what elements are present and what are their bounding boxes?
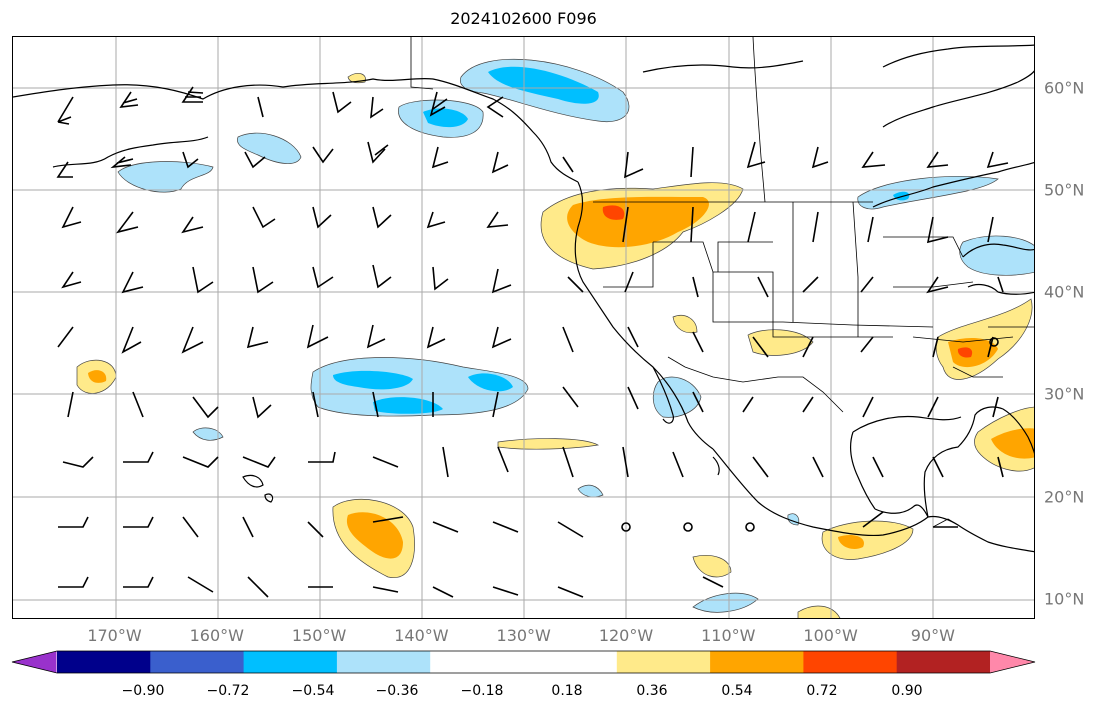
longitude-label: 170°W [87,626,142,645]
calm-markers [621,337,999,532]
colorbar-outline [11,650,1036,674]
negative-anomaly-great-lakes [959,235,1034,276]
longitude-label: 110°W [701,626,756,645]
colorbar [11,650,1036,674]
colorbar-tick-label: −0.72 [206,683,250,699]
colorbar-segment [57,651,151,673]
latitude-label: 40°N [1044,282,1085,302]
shaded-anomalies [76,58,1034,618]
longitude-label: 130°W [496,626,551,645]
longitude-label: 140°W [394,626,449,645]
colorbar-tick-label: 0.72 [806,683,838,699]
borders [410,37,1034,528]
negative-anomaly-hudson [857,176,999,210]
map-panel [12,36,1035,619]
graticule [13,37,1034,618]
longitude-label: 100°W [803,626,858,645]
latitude-label: 30°N [1044,384,1085,404]
colorbar-tick-label: −0.36 [375,683,419,699]
colorbar-segment [523,651,618,673]
positive-anomaly-southeast-us [935,298,1033,380]
negative-anomaly-bering [237,132,302,164]
longitude-label: 120°W [598,626,654,645]
colorbar-segment [243,651,338,673]
map-title: 2024102600 F096 [450,9,597,28]
longitude-label: 160°W [189,626,244,645]
colorbar-segment [336,651,431,673]
latitude-label: 60°N [1044,78,1085,97]
colorbar-tick-label: −0.18 [460,683,504,699]
positive-anomaly-mexico [821,520,914,560]
colorbar-segment [803,651,898,673]
latitude-label: 50°N [1044,180,1085,200]
colorbar-segment [430,651,524,673]
wind-barbs [56,86,1009,598]
map-canvas [13,37,1034,618]
colorbar-tick-label: 0.36 [636,683,668,699]
coastlines [13,44,1034,553]
latitude-label: 10°N [1044,589,1085,609]
colorbar-extend-high [990,651,1035,673]
longitude-label: 150°W [291,626,347,645]
longitude-label: 90°W [910,626,955,645]
latitude-label: 20°N [1044,487,1085,507]
colorbar-segment [616,651,711,673]
colorbar-tick-label: 0.54 [721,683,753,699]
colorbar-tick-label: −0.54 [291,683,335,699]
negative-anomaly-aleutian [117,161,214,193]
colorbar-segment [150,651,245,673]
colorbar-segment [896,651,991,673]
colorbar-tick-label: 0.90 [891,683,923,699]
colorbar-extend-low [12,651,57,673]
colorbar-segment [710,651,804,673]
colorbar-tick-label: −0.90 [121,683,165,699]
colorbar-tick-label: 0.18 [551,683,583,699]
